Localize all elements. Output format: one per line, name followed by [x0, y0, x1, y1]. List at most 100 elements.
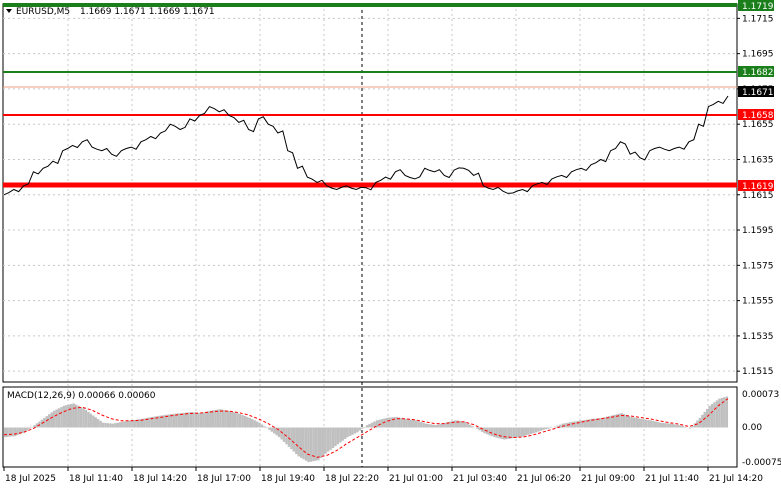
macd-histogram-bar — [175, 413, 178, 428]
macd-histogram-bar — [207, 411, 210, 428]
macd-histogram-bar — [101, 422, 105, 428]
time-axis[interactable]: 18 Jul 2025 18 Jul 11:40 18 Jul 14:20 18 Ju… — [3, 467, 763, 484]
macd-histogram-bar — [8, 427, 12, 437]
macd-histogram-bar — [248, 417, 252, 428]
macd-histogram-bar — [503, 427, 506, 440]
macd-histogram-bar — [674, 424, 677, 428]
macd-histogram-bar — [569, 422, 572, 428]
macd-histogram-bar — [65, 405, 68, 428]
macd-histogram-bar — [104, 422, 107, 428]
macd-histogram-bar — [57, 408, 61, 428]
macd-histogram-bar — [375, 420, 379, 428]
macd-histogram-bar — [260, 424, 264, 428]
macd-histogram-bar — [529, 427, 533, 434]
macd-histogram-bar — [13, 427, 17, 437]
macd-histogram-bar — [163, 415, 166, 428]
macd-histogram-bar — [564, 423, 567, 428]
macd-histogram-bar — [189, 412, 193, 428]
macd-histogram-bar — [30, 426, 34, 428]
macd-histogram-bar — [701, 414, 704, 428]
macd-histogram-bar — [145, 417, 149, 428]
macd-histogram-bar — [632, 417, 636, 428]
macd-histogram-bar — [544, 427, 548, 430]
macd-histogram-bar — [52, 410, 56, 428]
macd-histogram-bar — [138, 419, 141, 428]
macd-histogram-bar — [505, 427, 508, 440]
macd-histogram-bar — [681, 425, 684, 428]
macd-histogram-bar — [270, 427, 274, 432]
macd-histogram-bar — [390, 417, 393, 428]
macd-histogram-bar — [605, 416, 609, 428]
macd-histogram-bar — [534, 427, 538, 433]
macd-histogram-bar — [378, 419, 381, 428]
macd-histogram-bar — [243, 415, 247, 428]
macd-histogram-bar — [588, 419, 592, 428]
price-tick-label: 1.1575 — [742, 261, 774, 271]
time-tick-label: 21 Jul 01:00 — [389, 474, 443, 484]
macd-histogram-bar — [11, 427, 14, 437]
macd-histogram-bar — [45, 416, 49, 428]
macd-histogram-bar — [123, 421, 127, 428]
ohlc-values: 1.1669 1.1671 1.1669 1.1671 — [80, 7, 215, 17]
price-tick-label: 1.1715 — [742, 14, 774, 24]
macd-histogram-bar — [251, 419, 254, 428]
macd-histogram-bar — [720, 397, 724, 428]
macd-histogram-bar — [635, 417, 638, 428]
macd-histogram-bar — [148, 417, 151, 428]
macd-histogram-bar — [287, 427, 291, 447]
macd-histogram-bar — [454, 420, 457, 428]
symbol-label: EURUSD,M5 — [16, 7, 70, 17]
macd-histogram-bar — [549, 427, 552, 429]
macd-histogram-bar — [99, 420, 102, 428]
macd-histogram-bar — [451, 420, 455, 428]
macd-histogram-bar — [48, 414, 51, 428]
macd-histogram-bar — [402, 418, 406, 428]
macd-histogram-bar — [581, 420, 584, 428]
macd-histogram-bar — [561, 423, 565, 428]
price-tick-label: 1.1555 — [742, 297, 774, 307]
macd-histogram-bar — [87, 411, 90, 428]
time-tick-label: 18 Jul 14:20 — [133, 474, 187, 484]
vertical-gridlines — [67, 4, 709, 467]
macd-histogram-bar — [432, 424, 435, 428]
horizontal-gridlines — [3, 17, 737, 372]
macd-histogram-bar — [591, 418, 594, 428]
macd-histogram-bar — [238, 414, 242, 428]
macd-histogram-bar — [28, 427, 31, 429]
macd-histogram-bar — [18, 427, 22, 435]
time-tick-label: 18 Jul 11:40 — [69, 474, 123, 484]
macd-histogram-bar — [456, 420, 459, 428]
macd-histogram-bar — [182, 412, 186, 428]
macd-histogram-bar — [449, 421, 452, 428]
macd-histogram-bar — [512, 427, 516, 439]
macd-histogram-bar — [231, 411, 234, 428]
macd-histogram-bar — [253, 420, 256, 428]
price-pane[interactable] — [2, 3, 738, 383]
macd-histogram-bar — [50, 412, 53, 428]
level-tag-red-upper: 1.1658 — [738, 109, 774, 121]
macd-histogram-bar — [532, 427, 535, 434]
price-tick-label: 1.1655 — [742, 120, 774, 130]
macd-histogram-bar — [341, 427, 344, 441]
macd-histogram-bar — [268, 427, 271, 430]
macd-histogram-bar — [275, 427, 278, 436]
macd-histogram-bar — [158, 415, 161, 428]
macd-histogram-bar — [348, 427, 352, 436]
macd-histogram-bar — [221, 409, 225, 428]
macd-histogram-bar — [370, 422, 374, 428]
price-tick-label: 1.1595 — [742, 226, 774, 236]
macd-histogram-bar — [495, 427, 499, 438]
macd-histogram-bar — [493, 427, 496, 438]
macd-histogram-bar — [468, 424, 472, 428]
dropdown-triangle-icon[interactable] — [6, 9, 12, 13]
macd-histogram-bar — [214, 409, 217, 428]
macd-histogram-bar — [642, 419, 645, 428]
macd-histogram-bar — [314, 427, 318, 461]
time-tick-label: 21 Jul 03:40 — [453, 474, 507, 484]
macd-histogram-bar — [542, 427, 545, 430]
time-tick-label: 21 Jul 14:20 — [709, 474, 763, 484]
macd-histogram-bar — [446, 422, 450, 428]
macd-histogram-bar — [255, 421, 259, 428]
